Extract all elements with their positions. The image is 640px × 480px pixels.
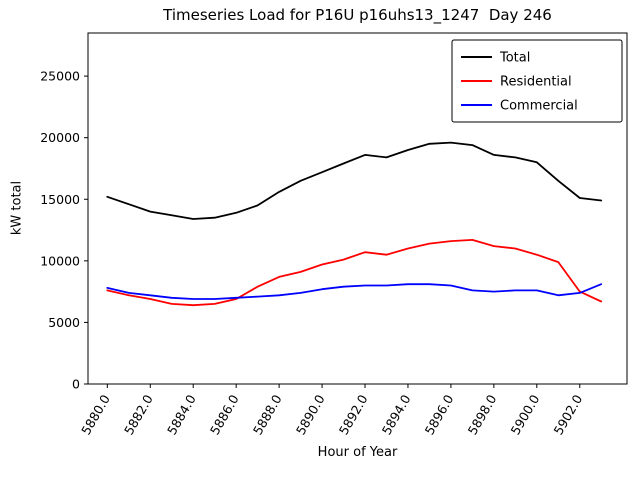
series-line-residential bbox=[106, 238, 603, 307]
y-tick-label: 15000 bbox=[40, 192, 80, 207]
x-tick-label: 5880.0 bbox=[78, 392, 113, 437]
x-tick-label: 5892.0 bbox=[336, 392, 371, 437]
y-tick-label: 25000 bbox=[40, 69, 80, 84]
legend-label-commercial: Commercial bbox=[500, 99, 578, 114]
x-tick-label: 5886.0 bbox=[207, 392, 242, 437]
x-tick-label: 5890.0 bbox=[293, 392, 328, 437]
x-tick-label: 5896.0 bbox=[422, 392, 457, 437]
x-tick-label: 5884.0 bbox=[164, 392, 199, 437]
y-axis-label: kW total bbox=[9, 180, 25, 236]
x-tick-label: 5898.0 bbox=[465, 392, 500, 437]
series-line-total bbox=[106, 141, 603, 220]
y-tick-label: 20000 bbox=[40, 130, 80, 145]
legend-box bbox=[451, 39, 623, 123]
y-tick-label: 10000 bbox=[40, 253, 80, 268]
series-line-commercial bbox=[106, 283, 603, 300]
y-tick-label: 0 bbox=[72, 377, 80, 392]
x-tick-label: 5888.0 bbox=[250, 392, 285, 437]
x-tick-label: 5900.0 bbox=[508, 392, 543, 437]
x-tick-label: 5902.0 bbox=[550, 392, 585, 437]
x-axis-label: Hour of Year bbox=[317, 445, 398, 460]
x-tick-label: 5882.0 bbox=[121, 392, 156, 437]
axes-frame bbox=[87, 32, 628, 385]
x-tick-label: 5894.0 bbox=[379, 392, 414, 437]
y-tick-label: 5000 bbox=[48, 315, 80, 330]
legend-label-total: Total bbox=[499, 51, 530, 66]
legend-label-residential: Residential bbox=[500, 75, 572, 90]
chart-title: Timeseries Load for P16U p16uhs13_1247 D… bbox=[163, 6, 552, 24]
